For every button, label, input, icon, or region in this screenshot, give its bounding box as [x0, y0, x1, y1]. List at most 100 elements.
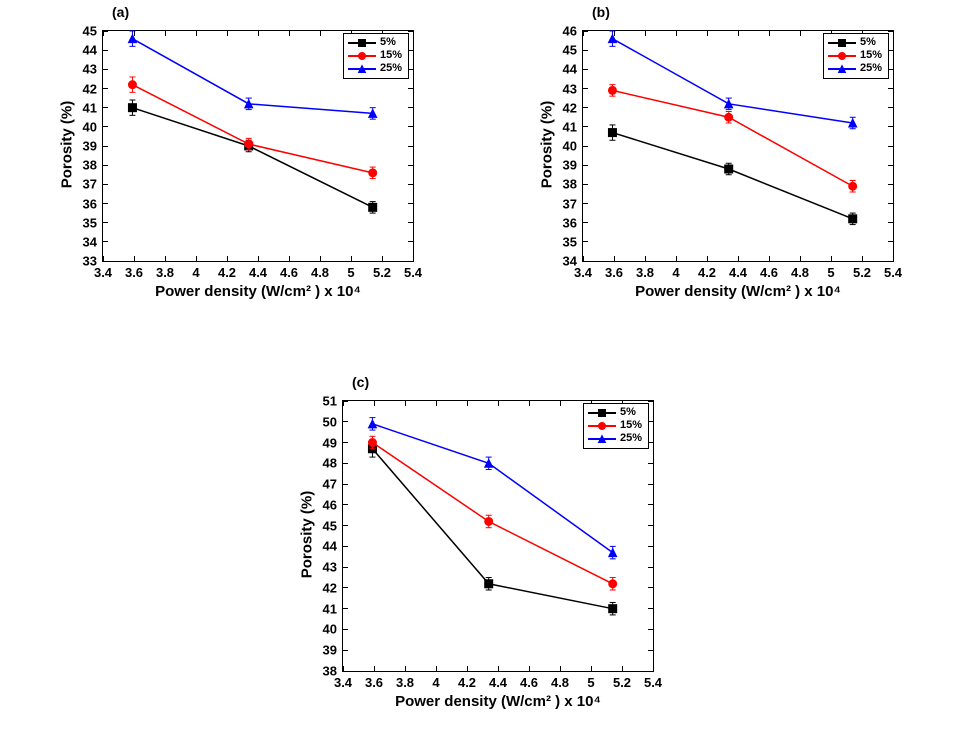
ytick-label: 37: [563, 196, 577, 211]
ytick-label: 43: [563, 81, 577, 96]
legend-label: 25%: [380, 62, 402, 75]
ytick-label: 41: [83, 100, 97, 115]
xtick-label: 5: [827, 265, 834, 280]
ytick-label: 40: [563, 139, 577, 154]
xlabel: Power density (W/cm² ) x 10⁴: [583, 283, 893, 300]
plot-area-c: 3.43.63.844.24.44.64.855.25.438394041424…: [342, 400, 654, 672]
ytick-label: 35: [563, 234, 577, 249]
xtick-label: 3.8: [636, 265, 654, 280]
ytick-label: 38: [563, 177, 577, 192]
legend-a: 5%15%25%: [343, 33, 409, 79]
ytick-label: 38: [323, 664, 337, 679]
line-series_25: [372, 424, 612, 553]
ytick-label: 44: [563, 62, 577, 77]
marker-series_25: [608, 35, 616, 43]
legend-label: 25%: [620, 432, 642, 445]
marker-series_5: [849, 215, 857, 223]
line-series_25: [612, 39, 852, 123]
ytick-label: 40: [323, 622, 337, 637]
marker-series_15: [128, 81, 136, 89]
marker-series_15: [725, 113, 733, 121]
ytick-label: 41: [563, 119, 577, 134]
panel-b: (b)3.43.63.844.24.44.64.855.25.434353637…: [540, 10, 910, 290]
legend-row-series_15: 15%: [588, 419, 642, 432]
xtick-label: 5.4: [644, 675, 662, 690]
legend-swatch: [828, 68, 856, 70]
marker-series_5: [369, 203, 377, 211]
marker-series_5: [128, 104, 136, 112]
legend-row-series_15: 15%: [348, 49, 402, 62]
legend-swatch: [588, 412, 616, 414]
marker-series_5: [609, 605, 617, 613]
xtick-label: 4.2: [698, 265, 716, 280]
xtick-label: 4.6: [280, 265, 298, 280]
ytick-label: 45: [323, 518, 337, 533]
legend-swatch: [588, 438, 616, 440]
line-series_5: [612, 133, 852, 219]
legend-label: 15%: [620, 419, 642, 432]
plot-area-b: 3.43.63.844.24.44.64.855.25.434353637383…: [582, 30, 894, 262]
plot-area-a: 3.43.63.844.24.44.64.855.25.433343536373…: [102, 30, 414, 262]
marker-series_5: [725, 165, 733, 173]
legend-swatch: [588, 425, 616, 427]
ytick-label: 48: [323, 456, 337, 471]
ytick-label: 36: [83, 196, 97, 211]
xtick-label: 4.6: [520, 675, 538, 690]
xtick-label: 5.2: [853, 265, 871, 280]
legend-row-series_25: 25%: [588, 432, 642, 445]
ytick-label: 35: [83, 215, 97, 230]
ytick-label: 38: [83, 158, 97, 173]
xtick-label: 3.6: [125, 265, 143, 280]
ytick-label: 47: [323, 477, 337, 492]
xtick-label: 4: [672, 265, 679, 280]
ytick-label: 39: [83, 139, 97, 154]
xtick-label: 4.4: [249, 265, 267, 280]
marker-series_15: [849, 182, 857, 190]
legend-swatch: [828, 42, 856, 44]
legend-row-series_5: 5%: [588, 406, 642, 419]
legend-swatch: [828, 55, 856, 57]
xtick-label: 4: [192, 265, 199, 280]
ytick-label: 33: [83, 254, 97, 269]
panel-c: (c)3.43.63.844.24.44.64.855.25.438394041…: [300, 380, 670, 710]
legend-label: 5%: [860, 36, 876, 49]
ytick-label: 39: [323, 643, 337, 658]
ytick-label: 41: [323, 601, 337, 616]
marker-series_5: [608, 129, 616, 137]
line-series_15: [132, 85, 372, 173]
ylabel: Porosity (%): [539, 30, 556, 260]
line-series_5: [132, 108, 372, 208]
xtick-label: 4.4: [489, 675, 507, 690]
marker-series_5: [485, 580, 493, 588]
legend-swatch: [348, 42, 376, 44]
xtick-label: 3.8: [156, 265, 174, 280]
marker-series_25: [128, 35, 136, 43]
ytick-label: 34: [563, 254, 577, 269]
ytick-label: 46: [323, 497, 337, 512]
ytick-label: 42: [323, 580, 337, 595]
xtick-label: 5.4: [884, 265, 902, 280]
ytick-label: 34: [83, 234, 97, 249]
xtick-label: 5.2: [373, 265, 391, 280]
ytick-label: 45: [563, 43, 577, 58]
legend-label: 15%: [380, 49, 402, 62]
xlabel: Power density (W/cm² ) x 10⁴: [103, 283, 413, 300]
ytick-label: 50: [323, 414, 337, 429]
ytick-label: 49: [323, 435, 337, 450]
panel-label-b: (b): [592, 4, 610, 20]
panel-label-c: (c): [352, 374, 369, 390]
ytick-label: 46: [563, 24, 577, 39]
marker-series_15: [368, 439, 376, 447]
marker-series_15: [245, 140, 253, 148]
ytick-label: 42: [83, 81, 97, 96]
marker-series_25: [485, 459, 493, 467]
ytick-label: 37: [83, 177, 97, 192]
xtick-label: 4.2: [218, 265, 236, 280]
xtick-label: 4.8: [791, 265, 809, 280]
ytick-label: 51: [323, 394, 337, 409]
legend-label: 5%: [380, 36, 396, 49]
xlabel: Power density (W/cm² ) x 10⁴: [343, 693, 653, 710]
ytick-label: 45: [83, 24, 97, 39]
ytick-label: 36: [563, 215, 577, 230]
line-series_25: [132, 39, 372, 114]
